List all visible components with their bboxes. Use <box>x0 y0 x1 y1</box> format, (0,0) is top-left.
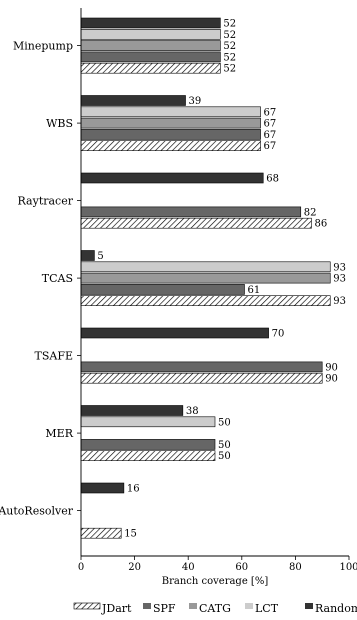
bar-autoresolver-random <box>80 482 125 494</box>
value-label-minepump-lct: 52 <box>223 30 236 41</box>
bars-layer: 5252525252396767676768828659393619370909… <box>80 17 346 540</box>
bar-mer-lct <box>80 416 216 428</box>
value-label-minepump-catg: 52 <box>223 41 236 52</box>
bar-wbs-spf <box>80 129 261 140</box>
value-label-raytracer-jdart: 86 <box>314 219 327 230</box>
axis-layer: Minepump WBS Raytracer TCAS TSAFE MER AutoReso… <box>0 8 357 587</box>
category-label-mer: MER <box>45 427 73 440</box>
value-label-raytracer-random: 68 <box>266 174 279 185</box>
category-label-wbs: WBS <box>46 117 73 130</box>
bar-autoresolver-jdart <box>80 527 122 539</box>
value-label-tcas-random: 5 <box>97 251 103 262</box>
legend-label-spf: SPF <box>153 602 176 615</box>
bar-mer-jdart <box>80 450 216 462</box>
value-label-wbs-jdart: 67 <box>264 141 277 152</box>
value-label-mer-spf: 50 <box>218 440 231 451</box>
legend-swatch-lct <box>245 603 253 609</box>
bar-mer-spf <box>80 439 216 450</box>
value-label-tcas-spf: 61 <box>247 285 260 296</box>
bar-wbs-lct <box>80 106 261 118</box>
bar-minepump-spf <box>80 51 221 63</box>
category-label-tcas: TCAS <box>42 272 73 285</box>
bar-tsafe-spf <box>80 361 323 373</box>
category-label-autoresolver: AutoResolver <box>0 505 74 518</box>
value-label-mer-lct: 50 <box>218 417 231 428</box>
legend-swatch-random <box>305 603 313 609</box>
bar-tcas-spf <box>80 284 245 295</box>
bar-minepump-jdart <box>80 62 221 74</box>
bar-wbs-jdart <box>80 140 261 151</box>
bar-raytracer-random <box>80 172 264 184</box>
bar-mer-random <box>80 405 184 416</box>
value-label-autoresolver-random: 16 <box>127 484 140 495</box>
value-label-tcas-catg: 93 <box>333 274 346 285</box>
bar-raytracer-spf <box>80 206 302 218</box>
x-tick-label-40: 40 <box>182 562 195 573</box>
bar-minepump-lct <box>80 28 221 40</box>
bar-wbs-random <box>80 95 186 106</box>
value-label-wbs-catg: 67 <box>264 119 277 130</box>
bar-tcas-jdart <box>80 295 331 307</box>
bar-tsafe-random <box>80 327 269 339</box>
legend-swatch-catg <box>189 603 197 609</box>
value-label-minepump-jdart: 52 <box>223 64 236 75</box>
value-label-minepump-random: 52 <box>223 19 236 30</box>
bar-tcas-random <box>80 250 95 261</box>
value-label-mer-random: 38 <box>186 406 199 417</box>
value-label-autoresolver-jdart: 15 <box>124 529 137 540</box>
value-label-minepump-spf: 52 <box>223 52 236 63</box>
x-tick-label-20: 20 <box>128 562 141 573</box>
category-label-raytracer: Raytracer <box>18 195 74 208</box>
value-label-wbs-lct: 67 <box>264 107 277 118</box>
x-tick-label-100: 100 <box>339 562 357 573</box>
legend: JDart SPF CATG LCT Random <box>73 602 357 615</box>
bar-tsafe-jdart <box>80 372 323 384</box>
value-label-tsafe-spf: 90 <box>325 362 338 373</box>
legend-label-lct: LCT <box>255 602 279 615</box>
category-label-minepump: Minepump <box>13 40 73 53</box>
bar-raytracer-jdart <box>80 217 312 229</box>
value-label-tcas-jdart: 93 <box>333 296 346 307</box>
value-label-wbs-random: 39 <box>189 96 202 107</box>
x-tick-label-0: 0 <box>78 562 84 573</box>
bar-wbs-catg <box>80 117 261 129</box>
legend-swatch-jdart <box>73 602 101 610</box>
value-label-raytracer-spf: 82 <box>304 207 317 218</box>
bar-tcas-lct <box>80 261 331 273</box>
legend-label-catg: CATG <box>199 602 231 615</box>
value-label-tcas-lct: 93 <box>333 262 346 273</box>
bar-minepump-catg <box>80 40 221 51</box>
value-label-wbs-spf: 67 <box>264 130 277 141</box>
value-label-tsafe-random: 70 <box>272 329 285 340</box>
legend-label-random: Random <box>315 602 357 615</box>
value-label-tsafe-jdart: 90 <box>325 374 338 385</box>
x-tick-label-60: 60 <box>235 562 248 573</box>
bar-tcas-catg <box>80 272 331 284</box>
bar-minepump-random <box>80 17 221 29</box>
x-tick-label-80: 80 <box>289 562 302 573</box>
category-label-tsafe: TSAFE <box>35 350 73 363</box>
value-label-mer-jdart: 50 <box>218 451 231 462</box>
legend-label-jdart: JDart <box>101 602 132 615</box>
legend-swatch-spf <box>143 603 151 609</box>
x-axis-title: Branch coverage [%] <box>162 576 269 587</box>
